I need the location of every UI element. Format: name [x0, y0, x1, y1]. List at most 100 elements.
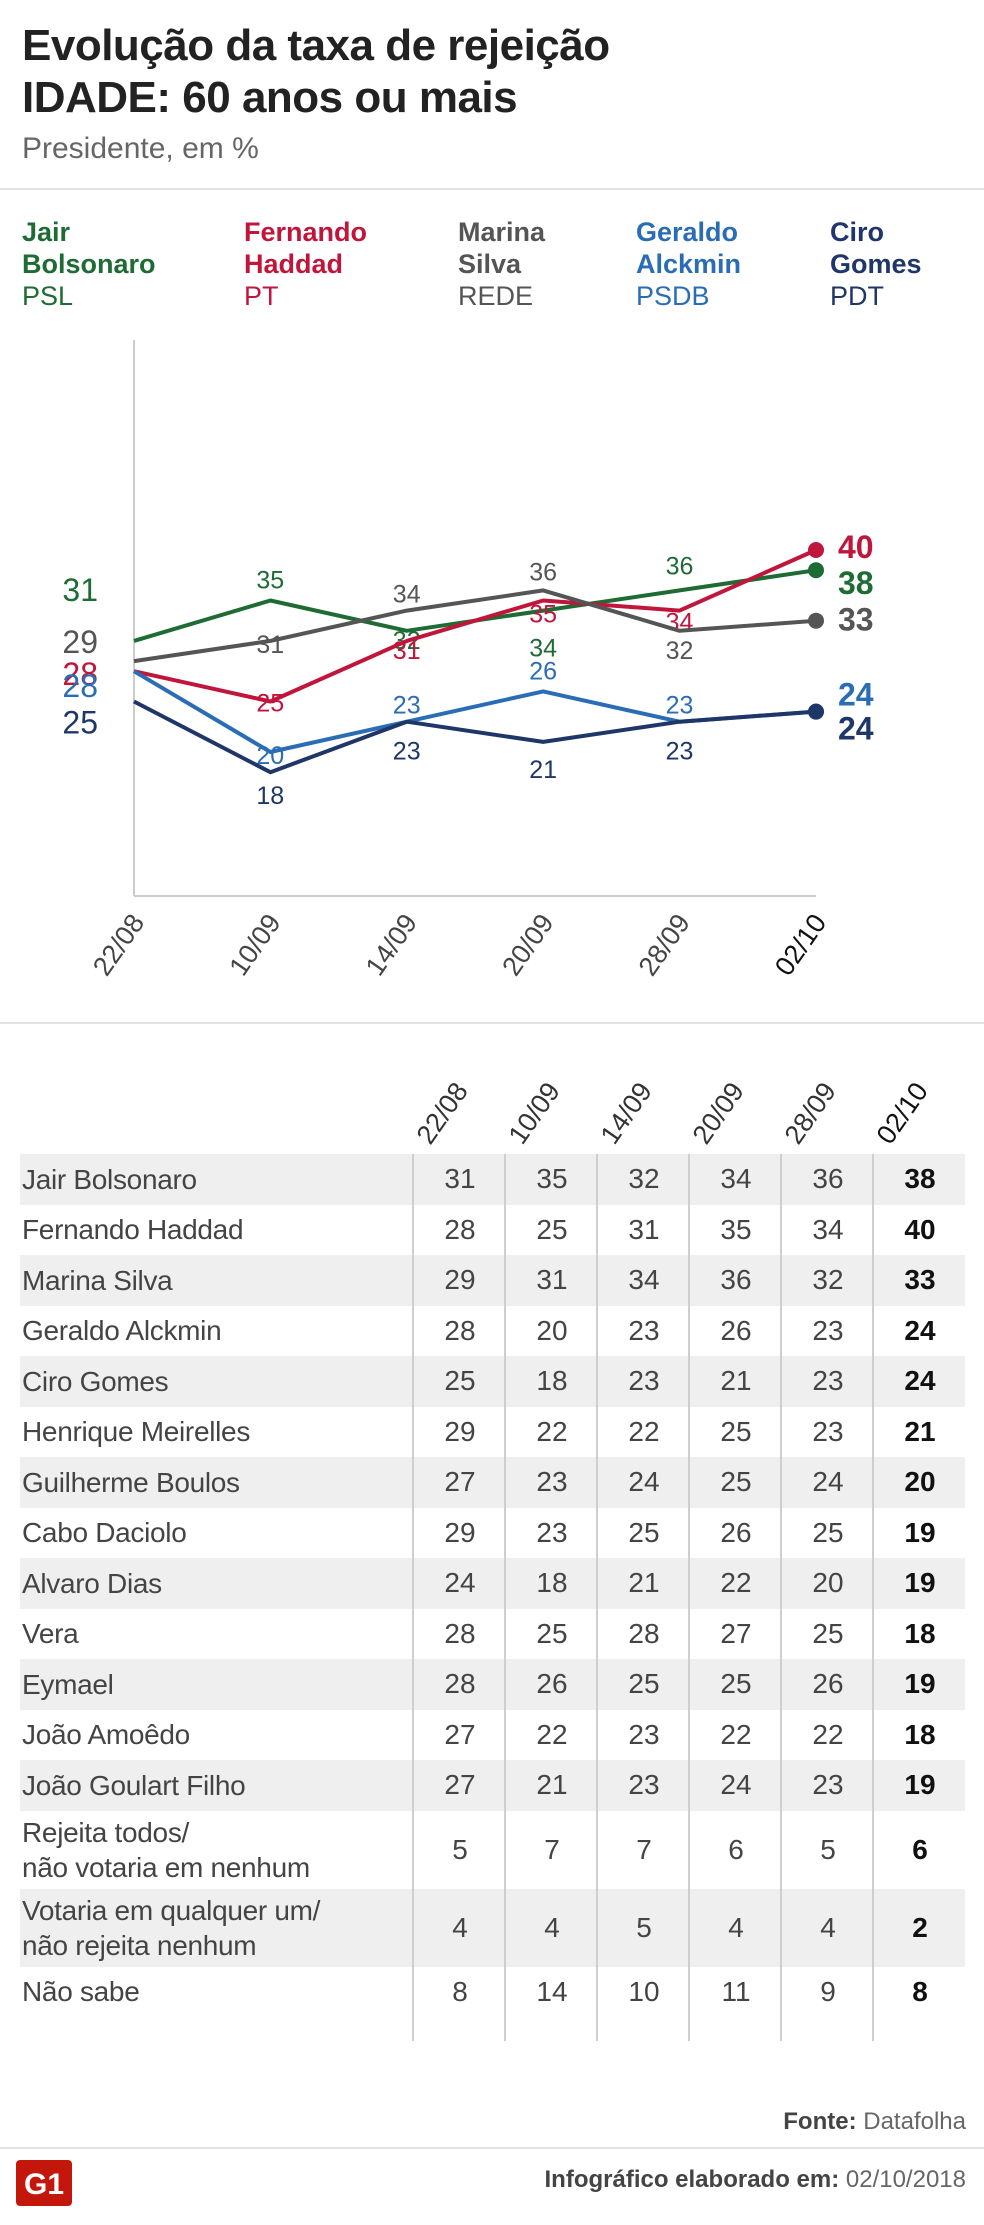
chart-legend: Jair Bolsonaro PSL Fernando Haddad PT Ma… — [0, 216, 984, 316]
table-cell: 25 — [628, 1668, 660, 1700]
table-row: Rejeita todos/ não votaria em nenhum 5 7 7 6… — [20, 1811, 965, 1889]
g1-logo: G1 — [16, 2160, 72, 2206]
table-cell: 25 — [536, 1617, 568, 1649]
column-header: 28/09 — [778, 1076, 842, 1150]
data-label: 21 — [529, 756, 557, 784]
legend-name: Fernando Haddad — [244, 217, 368, 279]
legend-item-alckmin: Geraldo Alckmin PSDB — [636, 216, 816, 312]
data-label: 25 — [256, 690, 284, 718]
table-cell: 24 — [812, 1466, 844, 1498]
footer-divider — [0, 2147, 984, 2149]
table-cell: 18 — [904, 1617, 936, 1649]
page-title: Evolução da taxa de rejeição IDADE: 60 a… — [22, 20, 610, 124]
table-cell: 18 — [536, 1567, 568, 1599]
row-label: Fernando Haddad — [22, 1214, 244, 1246]
source-note: Fonte: Datafolha — [783, 2108, 966, 2136]
legend-item-marina: Marina Silva REDE — [458, 216, 638, 312]
x-tick-label: 10/09 — [223, 909, 286, 982]
x-tick-label: 02/10 — [769, 909, 832, 982]
data-label: 33 — [838, 602, 874, 638]
table-cell: 25 — [720, 1668, 752, 1700]
table-cell: 7 — [636, 1833, 652, 1865]
table-row: Eymael 28 26 25 25 26 19 — [20, 1659, 965, 1710]
data-label: 36 — [529, 558, 557, 586]
series-line — [133, 699, 817, 775]
title-line-2: IDADE: 60 anos ou mais — [22, 73, 518, 122]
row-label: Henrique Meirelles — [22, 1416, 251, 1448]
data-label: 35 — [256, 567, 284, 595]
table-cell: 32 — [812, 1264, 844, 1296]
table-cell: 33 — [904, 1264, 936, 1296]
table-cell: 36 — [812, 1163, 844, 1195]
table-cell: 27 — [444, 1769, 476, 1801]
row-label: Guilherme Boulos — [22, 1466, 240, 1498]
data-label: 31 — [62, 572, 98, 608]
source-value: Datafolha — [863, 2108, 966, 2135]
row-label: Vera — [22, 1618, 79, 1650]
table-cell: 8 — [452, 1975, 468, 2007]
table-cell: 27 — [720, 1617, 752, 1649]
table-cell: 25 — [812, 1617, 844, 1649]
table-cell: 28 — [444, 1668, 476, 1700]
table-cell: 22 — [720, 1718, 752, 1750]
table-row: Henrique Meirelles 29 22 22 25 23 21 — [20, 1407, 965, 1458]
column-divider — [504, 1154, 506, 2041]
table-cell: 23 — [628, 1365, 660, 1397]
table-cell: 20 — [536, 1314, 568, 1346]
series-end-point — [808, 542, 824, 558]
data-label: 24 — [838, 711, 874, 747]
table-cell: 20 — [812, 1567, 844, 1599]
row-label: Geraldo Alckmin — [22, 1315, 222, 1347]
table-cell: 34 — [812, 1213, 844, 1245]
table-cell: 34 — [628, 1264, 660, 1296]
table-cell: 21 — [628, 1567, 660, 1599]
table-cell: 5 — [820, 1833, 836, 1865]
legend-party: PSDB — [636, 281, 710, 311]
column-divider — [872, 1154, 874, 2041]
table-row: João Goulart Filho 27 21 23 24 23 19 — [20, 1760, 965, 1811]
row-label: Eymael — [22, 1668, 114, 1700]
data-label: 28 — [62, 668, 98, 704]
table-cell: 21 — [904, 1415, 936, 1447]
table-cell: 19 — [904, 1769, 936, 1801]
data-label: 23 — [666, 738, 694, 766]
series-line — [133, 568, 817, 643]
credit-value: 02/10/2018 — [845, 2166, 966, 2193]
row-label: Ciro Gomes — [22, 1365, 169, 1397]
table-cell: 35 — [720, 1213, 752, 1245]
data-label: 36 — [666, 552, 694, 580]
table-cell: 7 — [544, 1833, 560, 1865]
credit-note: Infográfico elaborado em: 02/10/2018 — [545, 2166, 967, 2194]
data-label: 31 — [393, 637, 421, 665]
x-tick-label: 14/09 — [360, 909, 423, 982]
table-cell: 22 — [720, 1567, 752, 1599]
data-label: 23 — [393, 692, 421, 720]
series-fernando-haddad: 28 25 31 35 34 40 — [62, 529, 873, 718]
data-label: 35 — [529, 601, 557, 629]
table-cell: 23 — [628, 1718, 660, 1750]
table-cell: 5 — [452, 1833, 468, 1865]
data-label: 38 — [838, 565, 874, 601]
table-row: Não sabe 8 14 10 11 9 8 — [20, 1967, 965, 2018]
table-cell: 6 — [728, 1833, 744, 1865]
table-header: 22/08 10/09 14/09 20/09 28/09 02/10 — [20, 1050, 965, 1150]
table-cell: 31 — [628, 1213, 660, 1245]
table-cell: 27 — [444, 1466, 476, 1498]
table-cell: 24 — [904, 1365, 936, 1397]
table-cell: 4 — [728, 1911, 744, 1943]
data-label: 28 — [62, 656, 98, 692]
series-line — [133, 588, 817, 664]
table-cell: 29 — [444, 1264, 476, 1296]
table-body: Jair Bolsonaro 31 35 32 34 36 38 Fernando Hadda… — [20, 1154, 965, 2017]
table-cell: 24 — [628, 1466, 660, 1498]
table-row: João Amoêdo 27 22 23 22 22 18 — [20, 1710, 965, 1761]
series-ciro-gomes: 25 18 23 21 23 24 — [62, 699, 874, 810]
table-cell: 29 — [444, 1516, 476, 1548]
legend-party: REDE — [458, 281, 534, 311]
table-cell: 19 — [904, 1668, 936, 1700]
data-label: 18 — [256, 782, 284, 810]
table-row: Alvaro Dias 24 18 21 22 20 19 — [20, 1558, 965, 1609]
row-label: Jair Bolsonaro — [22, 1163, 197, 1195]
table-cell: 34 — [720, 1163, 752, 1195]
table-cell: 14 — [536, 1975, 568, 2007]
